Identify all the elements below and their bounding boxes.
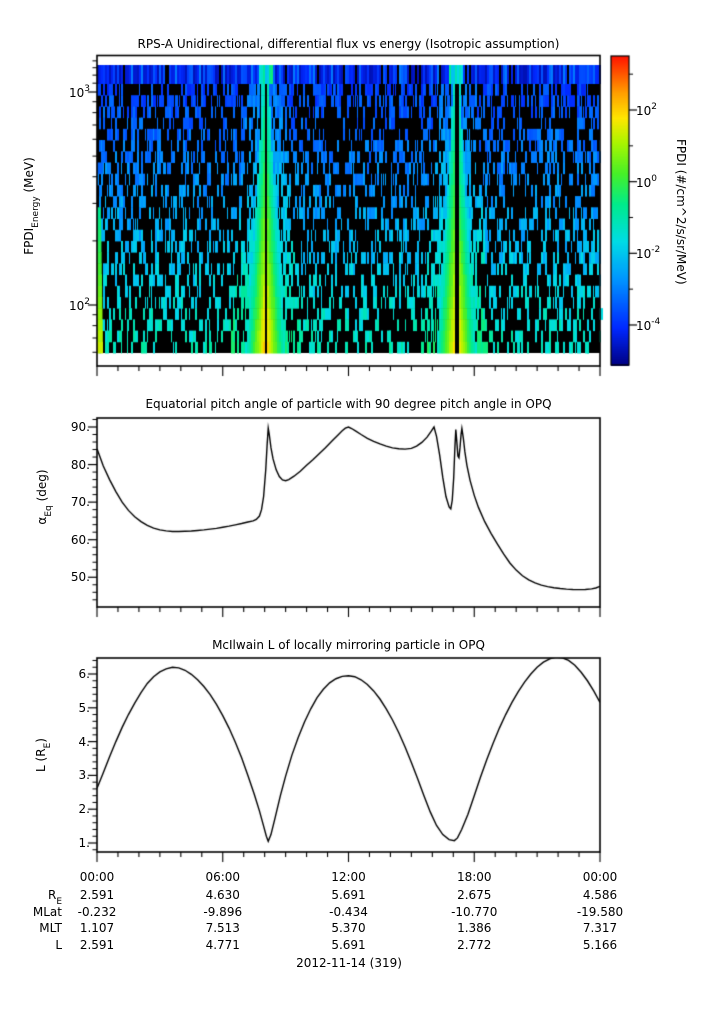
ephemeris-row-label: MLat [32, 904, 62, 919]
ephemeris-value: 4.771 [205, 937, 240, 952]
ephemeris-value: 5.691 [331, 888, 366, 902]
lshell-tick-label: 2. [78, 802, 90, 817]
ephemeris-value: 4.586 [582, 888, 618, 902]
time-tick-label: 00:00 [79, 870, 115, 884]
ephemeris-value: 5.370 [331, 921, 366, 935]
energy-tick-label: 102 [68, 297, 90, 313]
lshell-tick-label: 6. [78, 667, 90, 681]
time-tick-label: 06:00 [205, 870, 241, 884]
ephemeris-value: 5.691 [331, 937, 366, 952]
ephemeris-value: -19.580 [576, 904, 624, 919]
ephemeris-row-label: RE [47, 888, 62, 908]
ephemeris-value: 1.386 [457, 921, 492, 935]
ephemeris-value: -0.434 [329, 904, 368, 919]
ephemeris-value: 2.591 [79, 888, 115, 902]
ephemeris-value: 2.675 [457, 888, 492, 902]
time-tick-label: 18:00 [456, 870, 492, 884]
ephemeris-value: 1.107 [79, 921, 115, 935]
ephemeris-value: 2.591 [79, 937, 115, 952]
pitch-angle-tick-label: 90. [70, 420, 90, 434]
spectrogram-title: RPS-A Unidirectional, differential flux … [137, 37, 560, 51]
pitch-angle-tick-label: 60. [70, 532, 90, 547]
pitch-angle-y-axis-label: αEq (deg) [35, 469, 55, 525]
lshell-tick-label: 5. [78, 700, 90, 715]
ephemeris-value: 7.513 [205, 921, 240, 935]
ephemeris-row-label: L [55, 937, 62, 952]
lshell-y-axis-label: L (RE) [34, 738, 54, 772]
ephemeris-row-label: MLT [39, 921, 62, 935]
lshell-tick-label: 1. [78, 836, 90, 850]
colorbar-tick-label: 10-4 [636, 316, 661, 333]
mcilwain-title: McIlwain L of locally mirroring particle… [212, 638, 485, 652]
ephemeris-value: 4.630 [205, 888, 240, 902]
ephemeris-value: 2.772 [457, 937, 492, 952]
pitch-angle-tick-label: 50. [70, 570, 90, 585]
colorbar-label: FPDI (#/cm^2/s/sr/MeV) [674, 139, 688, 285]
date-label: 2012-11-14 (319) [296, 956, 402, 970]
colorbar-tick-label: 102 [636, 102, 658, 118]
ephemeris-value: -10.770 [451, 904, 498, 919]
ephemeris-value: -0.232 [77, 904, 117, 919]
time-tick-label: 00:00 [582, 870, 618, 884]
time-tick-label: 12:00 [331, 870, 366, 884]
energy-tick-label: 103 [68, 84, 90, 100]
pitch-angle-tick-label: 70. [70, 495, 90, 510]
colorbar-tick-label: 100 [636, 173, 658, 190]
lshell-tick-label: 3. [78, 768, 90, 783]
colorbar-tick-label: 10-2 [636, 245, 661, 262]
lshell-tick-label: 4. [78, 734, 90, 749]
pitch-angle-title: Equatorial pitch angle of particle with … [145, 397, 552, 411]
ephemeris-value: 5.166 [582, 937, 618, 952]
ephemeris-value: 7.317 [582, 921, 618, 935]
pitch-angle-tick-label: 80. [70, 457, 90, 472]
ephemeris-value: -9.896 [203, 904, 243, 919]
